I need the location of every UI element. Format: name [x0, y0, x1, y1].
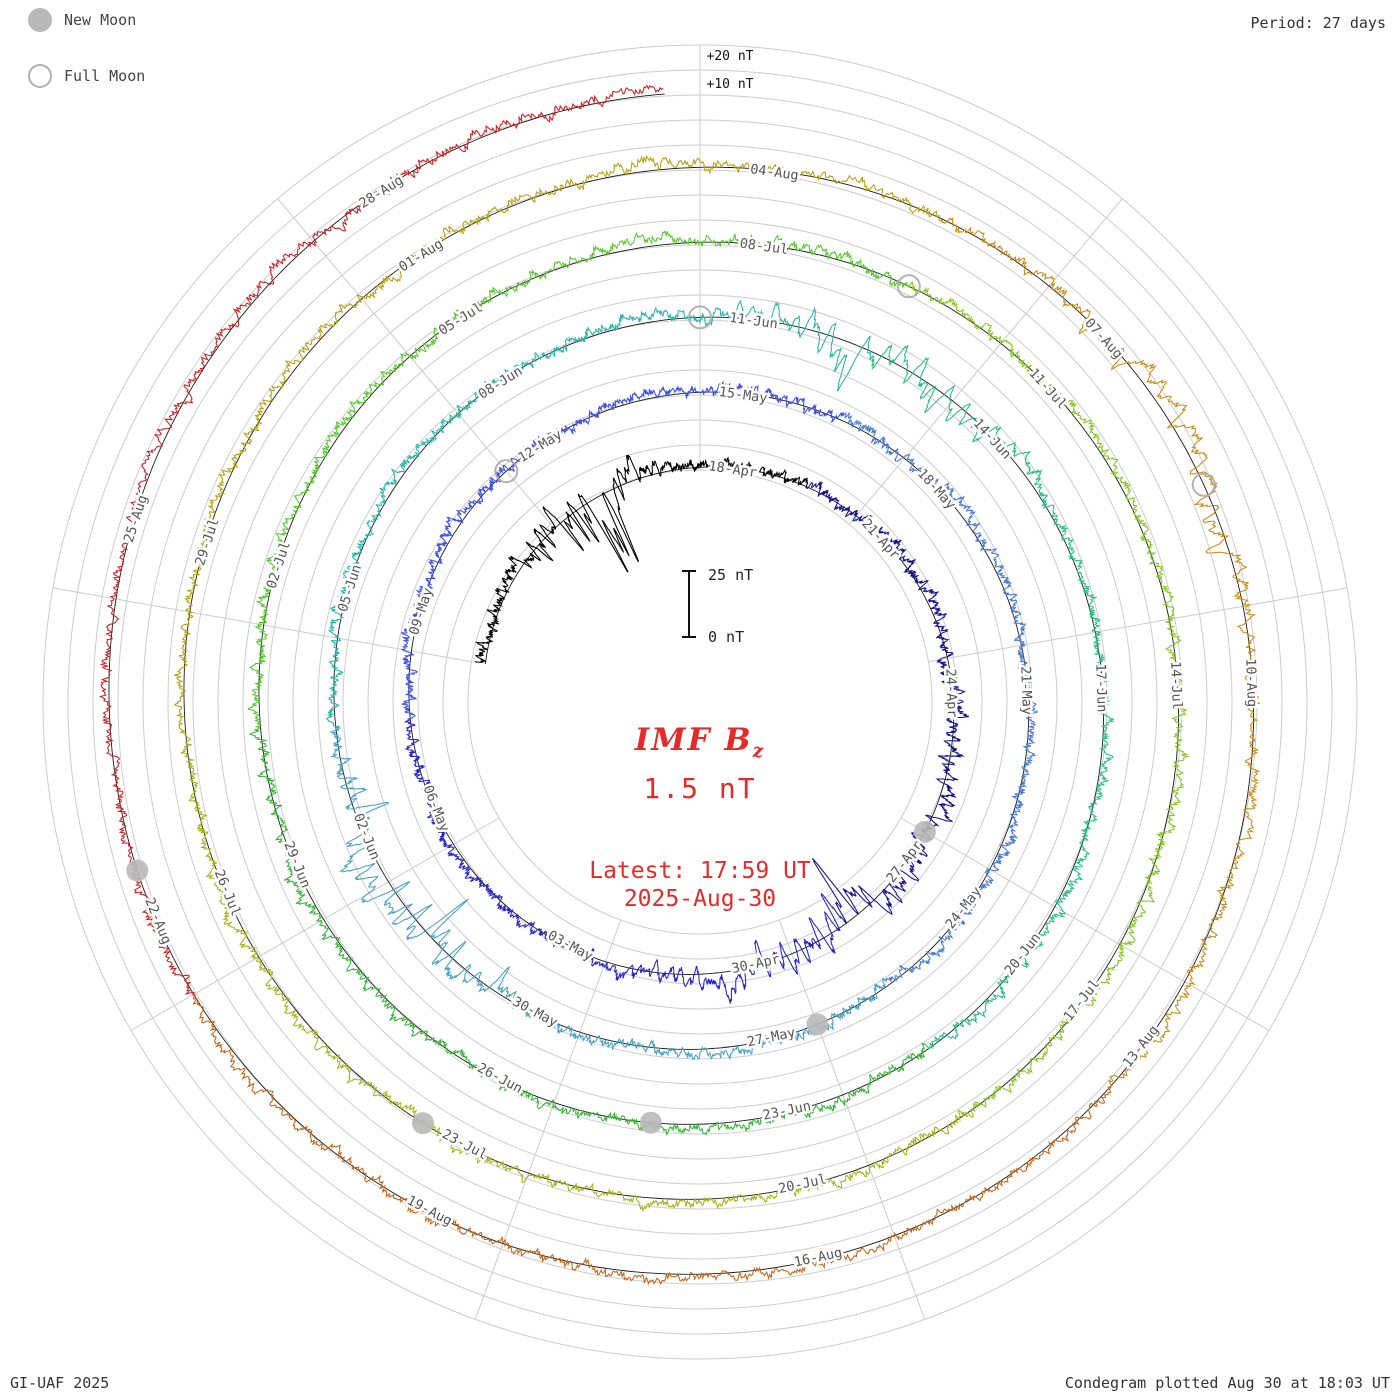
- date-label: 09-May: [406, 586, 436, 637]
- date-label: 05-Jun: [335, 563, 365, 614]
- grid-spoke: [130, 817, 500, 1031]
- date-label: 27-May: [746, 1025, 797, 1051]
- date-label: 08-Jun: [476, 363, 526, 402]
- date-label: 22-Aug: [141, 895, 174, 946]
- date-label: 17-Jun: [1092, 663, 1110, 712]
- bz-trace-segment: [247, 230, 908, 730]
- full-moon-marker: [688, 305, 712, 330]
- grid-spoke: [848, 198, 1123, 525]
- new-moon-marker: [806, 1013, 829, 1036]
- bz-trace-segment: [192, 994, 1112, 1286]
- date-label: 29-Jul: [192, 516, 222, 567]
- date-label: 15-May: [718, 384, 769, 407]
- date-label: 30-Apr: [730, 951, 781, 977]
- grid-spoke: [928, 587, 1348, 663]
- bz-trace-segment: [870, 344, 1115, 1050]
- date-label: 01-Aug: [396, 236, 446, 275]
- bz-trace-segment: [249, 728, 926, 1136]
- date-label: 18-Apr: [707, 458, 758, 481]
- bz-trace-segment: [400, 380, 845, 721]
- date-label: 04-Aug: [749, 161, 800, 184]
- full-moon-marker: [1191, 472, 1216, 497]
- date-label: 29-Jun: [280, 839, 313, 890]
- grid-spoke: [900, 817, 1270, 1031]
- bz-trace-segment: [404, 719, 844, 1004]
- grid-circle: [467, 469, 933, 935]
- bz-trace-segment: [907, 280, 1190, 1115]
- date-label: 02-Jun: [350, 811, 383, 862]
- date-label: 26-Jul: [211, 867, 244, 918]
- date-label: 12-May: [515, 427, 565, 466]
- date-label: 20-Jul: [777, 1171, 828, 1197]
- bz-trace-segment: [173, 154, 941, 734]
- new-moon-marker: [126, 859, 149, 882]
- bz-trace-segment: [939, 217, 1261, 1089]
- date-label: 28-Aug: [356, 172, 406, 211]
- new-moon-marker: [913, 820, 936, 843]
- date-label: 14-Jul: [1167, 661, 1185, 710]
- date-label: 11-Jun: [728, 310, 779, 333]
- date-label: 02-Jul: [264, 539, 294, 590]
- grid-spoke: [474, 919, 622, 1320]
- grid-spoke: [778, 919, 926, 1320]
- bz-trace-segment: [473, 454, 809, 664]
- bz-trace-segment: [98, 84, 664, 996]
- grid-circle: [442, 444, 958, 960]
- date-label: 21-May: [1017, 666, 1035, 715]
- bz-trace-segment: [180, 732, 974, 1213]
- bz-trace-segment: [329, 722, 887, 1061]
- date-label: 10-Aug: [1242, 658, 1260, 707]
- full-moon-marker: [494, 459, 519, 484]
- date-label: 06-May: [419, 783, 452, 834]
- bz-trace-segment: [806, 481, 970, 925]
- date-label: 16-Aug: [793, 1245, 844, 1271]
- new-moon-marker: [411, 1112, 434, 1135]
- bz-trace-segment: [325, 299, 874, 724]
- date-label: 23-Jun: [761, 1098, 812, 1124]
- date-label: 25-Aug: [121, 493, 151, 544]
- grid-spoke: [277, 198, 552, 525]
- date-label: 05-Jul: [436, 300, 486, 339]
- full-moon-marker: [896, 274, 921, 299]
- baseline-spiral: [108, 93, 1254, 1275]
- new-moon-marker: [639, 1111, 662, 1134]
- date-label: 24-Apr: [942, 669, 960, 718]
- bz-trace-segment: [842, 411, 1038, 983]
- grid-circle: [392, 394, 1008, 1010]
